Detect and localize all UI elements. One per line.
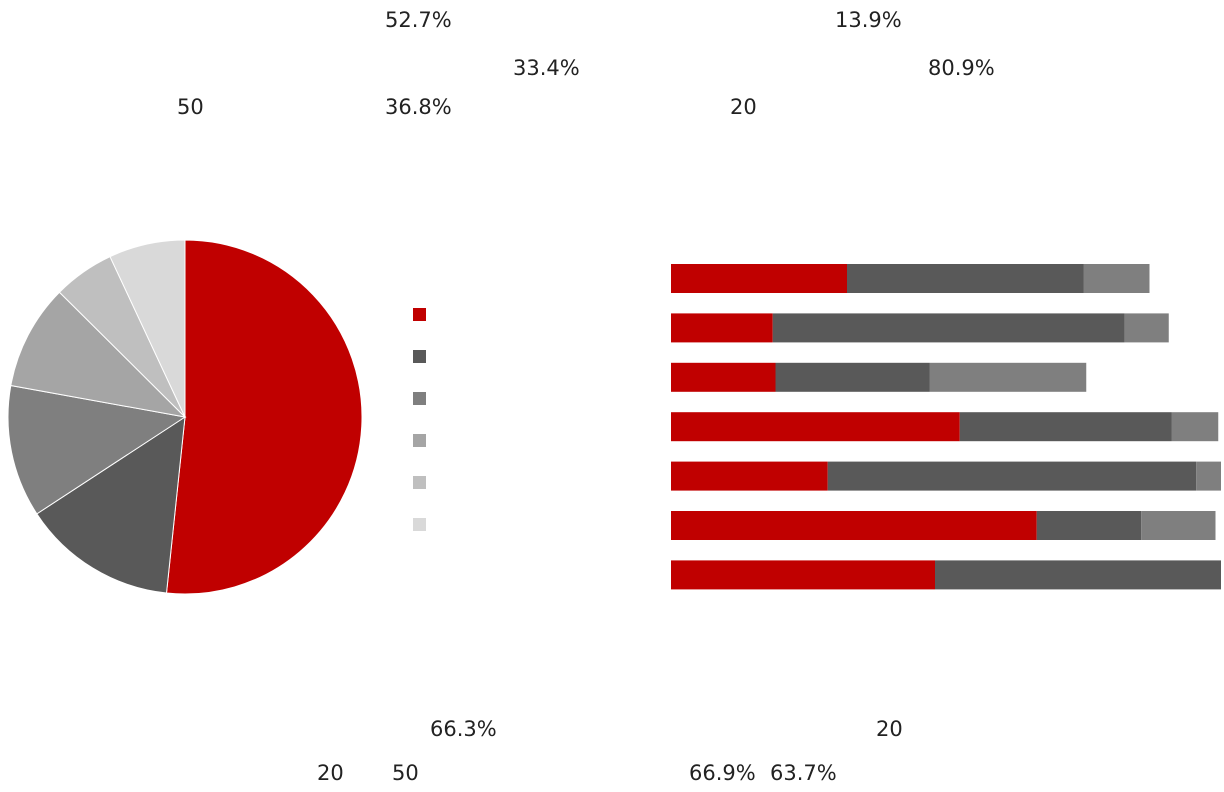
- legend-swatch-2: [413, 350, 426, 363]
- bar-row-2-segment-3: [1125, 313, 1169, 342]
- bar-row-5-segment-1: [671, 462, 828, 491]
- bar-row-2-segment-1: [671, 313, 773, 342]
- legend-swatch-1: [413, 308, 426, 321]
- bar-row-7-segment-2: [935, 560, 1221, 589]
- legend-item-1: [413, 306, 426, 348]
- value-label-top-50: 50: [177, 97, 204, 118]
- bar-row-3-segment-2: [776, 363, 930, 392]
- value-label-bottom-50: 50: [392, 763, 419, 784]
- bar-row-3-segment-3: [930, 363, 1087, 392]
- value-label-top-36-8: 36.8%: [385, 97, 452, 118]
- legend-swatch-5: [413, 476, 426, 489]
- bar-row-5-segment-3: [1196, 462, 1221, 491]
- value-label-bottom-63-7: 63.7%: [770, 763, 837, 784]
- bar-row-5-segment-2: [828, 462, 1197, 491]
- pie-legend: [413, 306, 426, 558]
- bar-row-4-segment-3: [1172, 412, 1219, 441]
- legend-item-6: [413, 516, 426, 558]
- value-label-top-80-9: 80.9%: [928, 58, 995, 79]
- bar-row-4-segment-2: [960, 412, 1172, 441]
- legend-swatch-3: [413, 392, 426, 405]
- legend-swatch-6: [413, 518, 426, 531]
- stacked-bar-chart: [660, 255, 1224, 595]
- bar-row-6-segment-3: [1141, 511, 1215, 540]
- legend-swatch-4: [413, 434, 426, 447]
- pie-chart: [0, 232, 370, 602]
- value-label-bottom-20-left: 20: [317, 763, 344, 784]
- pie-slice-1: [167, 240, 363, 594]
- bar-row-7-segment-1: [671, 560, 935, 589]
- bar-row-2-segment-2: [773, 313, 1125, 342]
- value-label-top-52-7: 52.7%: [385, 10, 452, 31]
- bar-row-3-segment-1: [671, 363, 776, 392]
- value-label-bottom-66-9: 66.9%: [689, 763, 756, 784]
- value-label-bottom-20-right: 20: [876, 719, 903, 740]
- value-label-top-20: 20: [730, 97, 757, 118]
- legend-item-3: [413, 390, 426, 432]
- bar-row-4-segment-1: [671, 412, 960, 441]
- bar-row-6-segment-1: [671, 511, 1037, 540]
- bar-row-6-segment-2: [1037, 511, 1142, 540]
- legend-item-4: [413, 432, 426, 474]
- legend-item-2: [413, 348, 426, 390]
- value-label-bottom-66-3: 66.3%: [430, 719, 497, 740]
- bar-row-1-segment-2: [847, 264, 1084, 293]
- value-label-top-13-9: 13.9%: [835, 10, 902, 31]
- legend-item-5: [413, 474, 426, 516]
- bar-row-1-segment-1: [671, 264, 847, 293]
- value-label-top-33-4: 33.4%: [513, 58, 580, 79]
- bar-row-1-segment-3: [1084, 264, 1150, 293]
